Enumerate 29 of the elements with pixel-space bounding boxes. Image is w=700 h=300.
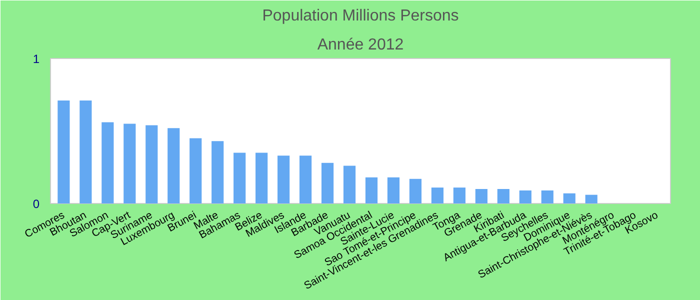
y-tick-label: 1 (32, 52, 40, 66)
bar (321, 162, 334, 204)
bar (453, 188, 466, 204)
chart-subtitle: Année 2012 (317, 36, 404, 54)
bar (299, 156, 312, 204)
y-tick-label: 0 (32, 197, 40, 211)
bar (431, 188, 444, 204)
bar (102, 122, 114, 204)
bar (563, 193, 576, 204)
bar (256, 152, 268, 204)
bar (541, 190, 554, 204)
bar (168, 128, 180, 204)
bar (475, 189, 488, 204)
bar (409, 178, 422, 204)
bar (190, 138, 202, 204)
bar (146, 125, 158, 204)
bar (365, 177, 378, 204)
bar (585, 194, 598, 204)
bar (124, 124, 136, 204)
bar (58, 100, 70, 204)
bar (387, 177, 400, 204)
bar (234, 152, 246, 204)
chart-title: Population Millions Persons (262, 8, 459, 24)
bar (343, 166, 356, 204)
bar (212, 141, 224, 204)
bar (278, 156, 290, 204)
bar (80, 100, 92, 204)
bar (519, 190, 532, 204)
bar (497, 189, 510, 204)
